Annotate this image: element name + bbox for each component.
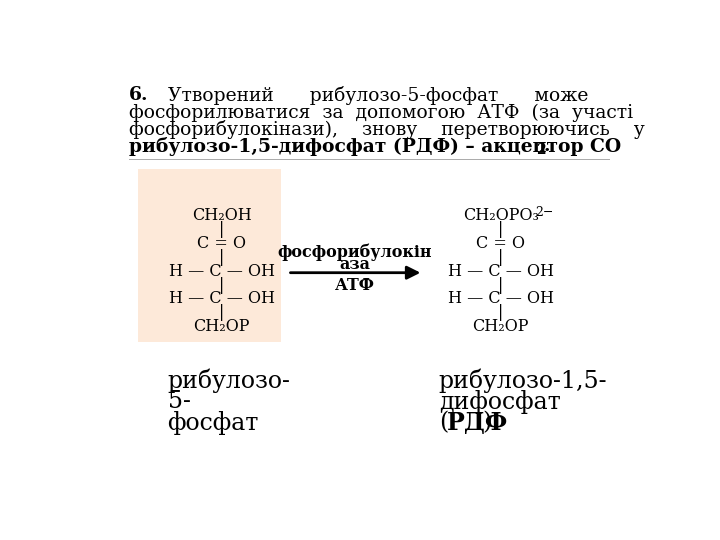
Text: рибулозо-: рибулозо- (168, 369, 290, 394)
Text: рибулозо-1,5-: рибулозо-1,5- (438, 369, 607, 394)
Text: H — C — OH: H — C — OH (168, 262, 275, 280)
Text: 2: 2 (536, 143, 546, 157)
Text: 6.: 6. (129, 86, 148, 104)
Text: ): ) (482, 411, 492, 434)
Text: CH₂OP: CH₂OP (472, 318, 529, 335)
Text: H — C — OH: H — C — OH (448, 291, 554, 307)
Text: аза: аза (340, 256, 371, 273)
Text: фосфат: фосфат (168, 411, 259, 435)
FancyBboxPatch shape (138, 168, 282, 342)
Text: |: | (498, 276, 503, 294)
Text: Утворений      рибулозо-5-фосфат      може: Утворений рибулозо-5-фосфат може (168, 86, 588, 105)
Text: фосфорибулокінази),    знову    перетворюючись    у: фосфорибулокінази), знову перетворюючись… (129, 120, 644, 139)
Text: АТФ: АТФ (335, 278, 375, 294)
Text: |: | (498, 249, 503, 266)
Text: фосфорибулокін: фосфорибулокін (278, 244, 432, 261)
Text: дифосфат: дифосфат (438, 390, 560, 414)
Text: рибулозо-1,5-дифосфат (РДФ) – акцептор СО: рибулозо-1,5-дифосфат (РДФ) – акцептор С… (129, 137, 621, 156)
Text: H — C — OH: H — C — OH (168, 291, 275, 307)
Text: CH₂OP: CH₂OP (194, 318, 250, 335)
Text: 2−: 2− (535, 206, 553, 219)
Text: C = O: C = O (197, 235, 246, 252)
Text: |: | (219, 221, 225, 238)
Text: |: | (219, 304, 225, 321)
Text: фосфорилюватися  за  допомогою  АТФ  (за  участі: фосфорилюватися за допомогою АТФ (за уча… (129, 103, 633, 122)
Text: C = O: C = O (476, 235, 526, 252)
Text: CH₂OPO₃: CH₂OPO₃ (463, 207, 539, 224)
Text: CH₂OH: CH₂OH (192, 207, 251, 224)
Text: |: | (219, 249, 225, 266)
Text: .: . (544, 137, 550, 155)
Text: 5-: 5- (168, 390, 190, 413)
Text: H — C — OH: H — C — OH (448, 262, 554, 280)
Text: |: | (219, 276, 225, 294)
Text: |: | (498, 221, 503, 238)
Text: РДФ: РДФ (447, 411, 508, 435)
Text: |: | (498, 304, 503, 321)
Text: (: ( (438, 411, 448, 434)
